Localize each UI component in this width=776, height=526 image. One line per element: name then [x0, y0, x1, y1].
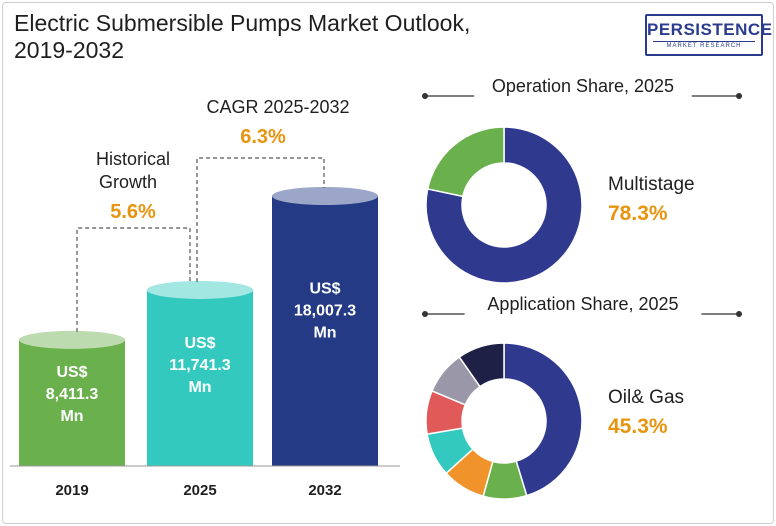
x-tick-label: 2032 [308, 482, 341, 499]
bar-cap-2025 [147, 280, 253, 299]
bar-value-label: Mn [60, 408, 83, 425]
bar-value-label: US$ [56, 364, 87, 381]
bar-value-label: Mn [188, 379, 211, 396]
x-tick-label: 2025 [183, 482, 216, 499]
bar-value-label: 8,411.3 [46, 386, 99, 403]
highlight-label: Multistage [608, 174, 695, 195]
historical-label: Growth [99, 172, 157, 192]
highlight-value: 78.3% [608, 202, 668, 225]
title-line-2: 2019-2032 [14, 37, 124, 63]
application-share-donut: Application Share, 2025 Oil& Gas 45.3% [422, 292, 742, 500]
donut-title: Application Share, 2025 [487, 294, 678, 314]
highlight-value: 45.3% [608, 415, 668, 438]
bar-cap-2019 [19, 330, 125, 349]
bar-cap-2032 [272, 187, 378, 205]
rule-dot [422, 311, 428, 317]
bar-value-label: US$ [309, 280, 340, 297]
bar-value-label: 18,007.3 [294, 302, 356, 319]
bar-2019 [19, 339, 125, 466]
cagr-value: 6.3% [240, 126, 286, 148]
title-mask [474, 74, 692, 100]
rule-dot [736, 93, 742, 99]
bar-chart: US$ 8,411.3 Mn 2019 US$ 11,741.3 Mn 2025 US$ 18,0… [10, 97, 400, 499]
donut-slice [458, 342, 505, 388]
cagr-label: CAGR 2025-2032 [206, 97, 349, 117]
donut-title: Operation Share, 2025 [492, 76, 674, 96]
historical-label: Historical [96, 149, 170, 169]
logo-name: PERSISTENCE [647, 20, 773, 39]
historical-connector [76, 227, 191, 332]
rule-dot [422, 93, 428, 99]
logo-subtitle: MARKET RESEARCH [653, 41, 755, 51]
title-line-1: Electric Submersible Pumps Market Outloo… [14, 10, 471, 36]
x-tick-label: 2019 [55, 482, 88, 499]
operation-share-donut: Operation Share, 2025 Multistage 78.3% [422, 74, 742, 284]
title-mask [464, 292, 702, 318]
donut-slice [426, 126, 505, 198]
bar-2032 [272, 196, 378, 466]
bar-2025 [147, 289, 253, 466]
bar-value-label: US$ [184, 335, 215, 352]
brand-logo: PERSISTENCE MARKET RESEARCH [645, 14, 773, 56]
donut-slice [425, 126, 583, 284]
donut-slice [503, 342, 583, 497]
bar-value-label: 11,741.3 [169, 357, 231, 374]
rule-dot [736, 311, 742, 317]
highlight-label: Oil& Gas [608, 387, 684, 408]
chart-title: Electric Submersible Pumps Market Outloo… [14, 10, 574, 64]
historical-growth-value: 5.6% [110, 201, 156, 223]
bar-value-label: Mn [313, 324, 336, 341]
